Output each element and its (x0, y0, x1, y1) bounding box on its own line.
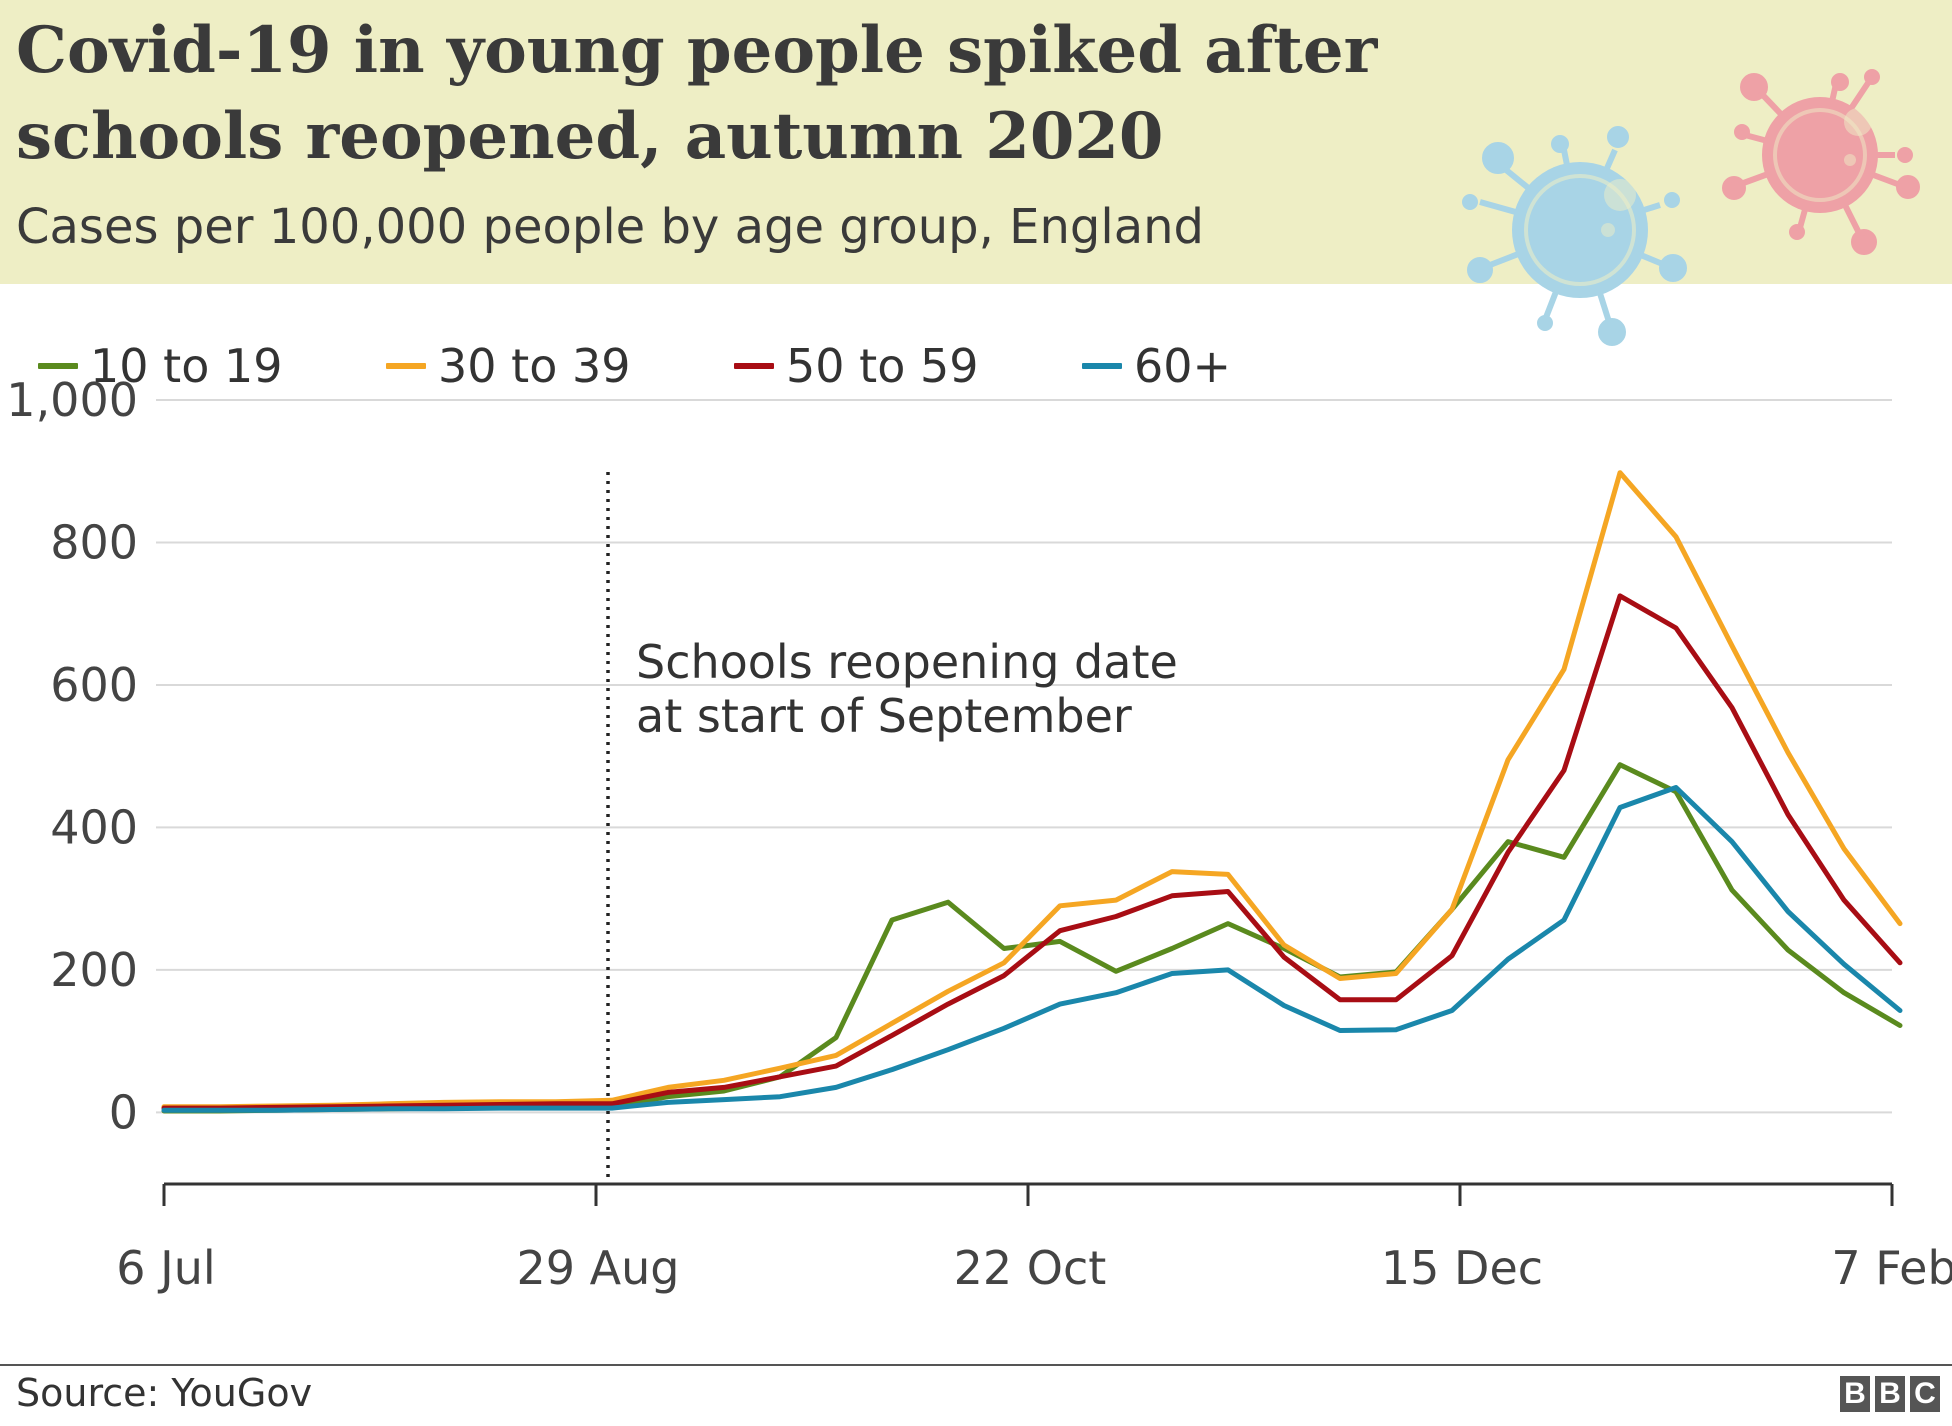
legend-item-50-to-59: 50 to 59 (734, 339, 1082, 393)
y-tick-label: 400 (50, 800, 138, 854)
legend-item-30-to-39: 30 to 39 (386, 339, 734, 393)
legend-label: 30 to 39 (438, 339, 631, 393)
legend-label: 10 to 19 (90, 339, 283, 393)
line-chart: 0 200 400 600 800 1,000 6 Jul 29 Aug 22 Oct 15 De… (6, 373, 1952, 1295)
bbc-logo-letter: C (1910, 1376, 1940, 1412)
x-tick-label: 29 Aug (517, 1241, 680, 1295)
y-tick-label: 0 (109, 1085, 138, 1139)
chart-subtitle: Cases per 100,000 people by age group, E… (16, 199, 1205, 255)
pink-virus-icon (1722, 69, 1920, 255)
legend-swatch (386, 363, 426, 369)
chart-legend: 10 to 19 30 to 39 50 to 59 60+ (38, 336, 1231, 396)
x-tick-label: 6 Jul (116, 1241, 215, 1295)
y-tick-label: 200 (50, 943, 138, 997)
bbc-logo-letter: B (1875, 1376, 1905, 1412)
series-line-60-plus (161, 785, 1903, 1113)
x-tick-label: 22 Oct (954, 1241, 1107, 1295)
legend-item-10-to-19: 10 to 19 (38, 339, 386, 393)
annotation-line-1: Schools reopening date (636, 635, 1178, 689)
legend-item-60-plus: 60+ (1082, 339, 1231, 393)
x-tick-label: 7 Feb (1831, 1241, 1952, 1295)
x-tick-label: 15 Dec (1381, 1241, 1543, 1295)
footer-divider (0, 1364, 1952, 1366)
legend-label: 50 to 59 (786, 339, 979, 393)
bbc-logo-letter: B (1840, 1376, 1870, 1412)
series-line-30-to-39 (161, 470, 1903, 1110)
y-tick-label: 600 (50, 658, 138, 712)
source-note: Source: YouGov (16, 1371, 313, 1415)
legend-label: 60+ (1134, 339, 1232, 393)
annotation-line-2: at start of September (636, 689, 1132, 743)
chart-header: Covid-19 in young people spiked after sc… (0, 0, 1952, 346)
chart-title: Covid-19 in young people spiked after sc… (16, 13, 1378, 174)
legend-swatch (38, 363, 78, 369)
y-tick-label: 800 (50, 515, 138, 569)
legend-swatch (1082, 363, 1122, 369)
series-line-50-to-59 (161, 593, 1903, 1111)
legend-swatch (734, 363, 774, 369)
blue-virus-icon (1462, 126, 1687, 346)
bbc-logo: B B C (1835, 1376, 1940, 1412)
y-tick-label: 1,000 (6, 373, 138, 427)
